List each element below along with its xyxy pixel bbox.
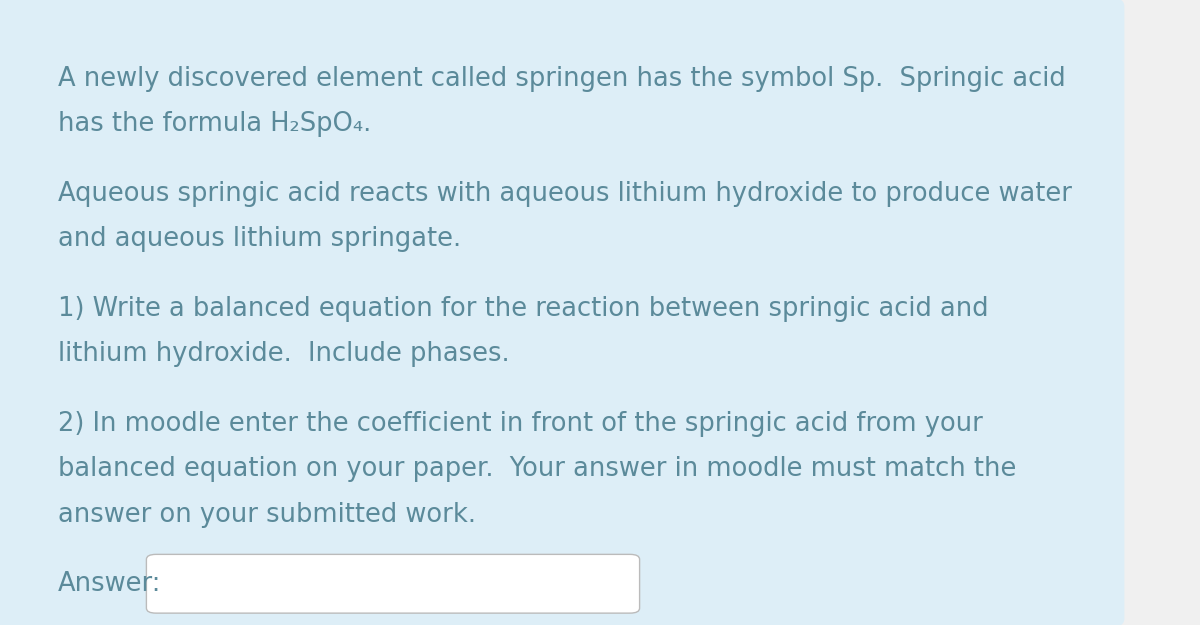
Text: answer on your submitted work.: answer on your submitted work.	[58, 502, 475, 528]
Text: 2) In moodle enter the coefficient in front of the springic acid from your: 2) In moodle enter the coefficient in fr…	[58, 411, 983, 437]
Text: has the formula H₂SpO₄.: has the formula H₂SpO₄.	[58, 111, 371, 138]
Text: Aqueous springic acid reacts with aqueous lithium hydroxide to produce water: Aqueous springic acid reacts with aqueou…	[58, 181, 1072, 207]
Text: A newly discovered element called springen has the symbol Sp.  Springic acid: A newly discovered element called spring…	[58, 66, 1066, 92]
Text: balanced equation on your paper.  Your answer in moodle must match the: balanced equation on your paper. Your an…	[58, 456, 1016, 482]
Text: and aqueous lithium springate.: and aqueous lithium springate.	[58, 226, 461, 253]
Text: lithium hydroxide.  Include phases.: lithium hydroxide. Include phases.	[58, 341, 509, 367]
Text: Answer:: Answer:	[58, 571, 161, 597]
Text: 1) Write a balanced equation for the reaction between springic acid and: 1) Write a balanced equation for the rea…	[58, 296, 989, 322]
